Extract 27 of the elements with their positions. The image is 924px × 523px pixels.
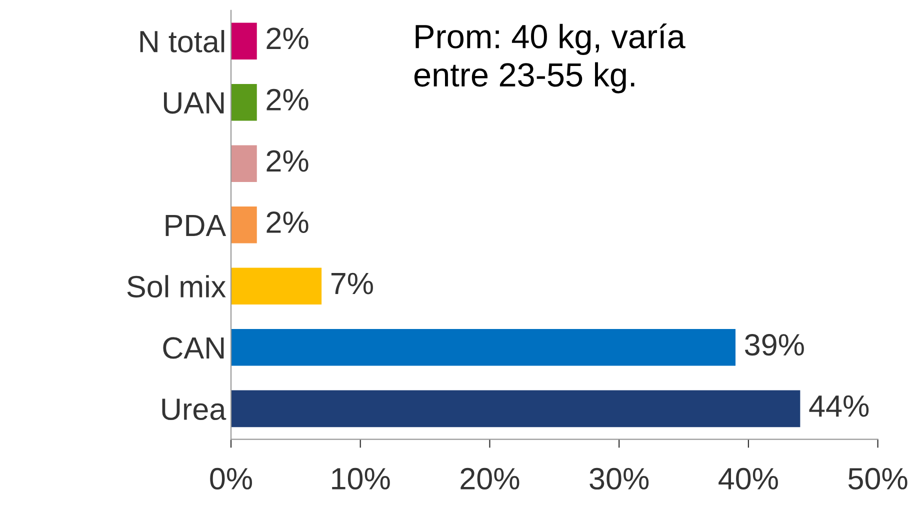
bar (231, 22, 257, 60)
y-tick-label: Urea (162, 398, 226, 420)
x-tick-label: 20% (460, 468, 520, 490)
data-label: 2% (266, 28, 308, 50)
bar (231, 268, 322, 305)
y-tick-label: UAN (164, 92, 224, 114)
x-tick-label: 40% (718, 468, 778, 490)
y-tick-label: CAN (163, 337, 224, 359)
bar (231, 84, 257, 121)
bar (231, 145, 257, 182)
data-label: 2% (266, 88, 308, 110)
x-tick-label: 10% (332, 468, 390, 490)
x-tick-label: 50% (848, 468, 908, 490)
annotation: Prom: 40 kg, varía entre 23-55 kg. (414, 24, 686, 94)
data-label: 2% (266, 150, 308, 172)
x-tick-label: 30% (590, 468, 649, 490)
data-label: 44% (809, 395, 869, 417)
x-tick-label: 0% (210, 468, 252, 490)
y-tick-label: Sol mix (127, 275, 226, 298)
y-tick-label: N total (140, 30, 224, 52)
bar (231, 206, 257, 244)
data-label: 7% (331, 272, 373, 294)
bar (231, 329, 736, 366)
data-label: 2% (266, 211, 308, 233)
y-tick-label: PDA (166, 214, 226, 236)
data-label: 39% (745, 334, 804, 356)
bar (231, 390, 800, 428)
